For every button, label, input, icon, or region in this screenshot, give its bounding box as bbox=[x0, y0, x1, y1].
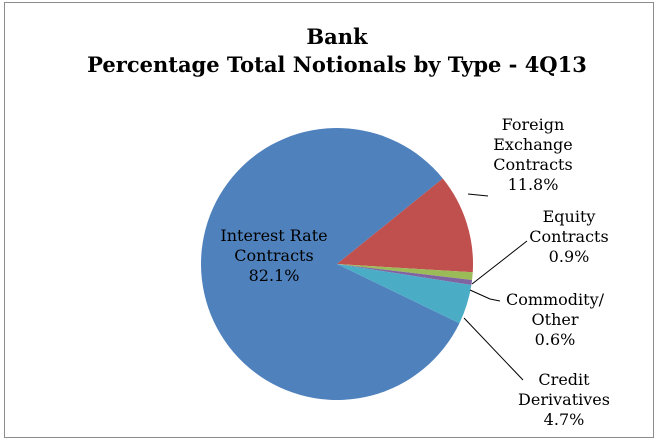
pie-slices bbox=[200, 127, 474, 400]
slice-label-3: Commodity/Other 0.6% bbox=[506, 290, 605, 349]
slice-label-4: Credit Derivatives 4.7% bbox=[518, 370, 610, 429]
pie-slice-2 bbox=[337, 264, 473, 280]
slice-label-line-4: Derivatives bbox=[518, 390, 610, 409]
slice-label-line-4: Credit bbox=[538, 370, 590, 389]
pie-slice-3 bbox=[337, 264, 473, 286]
slice-label-line-2: Contracts bbox=[529, 227, 608, 246]
leader-lines bbox=[463, 193, 528, 381]
chart-subtitle: Percentage Total Notionals by Type - 4Q1… bbox=[87, 52, 587, 77]
slice-label-0: Interest Rate Contracts 82.1% bbox=[220, 226, 327, 285]
slice-percent-3: 0.6% bbox=[535, 330, 576, 349]
leader-line-4 bbox=[463, 317, 524, 381]
slice-percent-4: 4.7% bbox=[544, 410, 585, 429]
slice-label-line-1: Contracts bbox=[493, 155, 572, 174]
slice-label-line-1: Foreign bbox=[502, 115, 565, 134]
leader-line-3 bbox=[469, 289, 501, 302]
slice-label-2: Equity Contracts 0.9% bbox=[529, 207, 608, 266]
slice-label-line-0: Contracts bbox=[234, 246, 313, 265]
slice-percent-1: 11.8% bbox=[508, 175, 559, 194]
pie-slice-0 bbox=[200, 127, 460, 400]
slice-label-line-3: Commodity/ bbox=[506, 290, 605, 309]
slice-label-1: Foreign Exchange Contracts 11.8% bbox=[493, 115, 573, 194]
slice-label-line-0: Interest Rate bbox=[220, 226, 327, 245]
leader-line-2 bbox=[471, 240, 528, 285]
slice-labels: Interest Rate Contracts 82.1%Foreign Exchan… bbox=[220, 115, 610, 429]
pie-slice-4 bbox=[337, 264, 472, 324]
slice-percent-2: 0.9% bbox=[549, 247, 590, 266]
slice-percent-0: 82.1% bbox=[249, 266, 300, 285]
slice-label-line-3: Other bbox=[532, 310, 579, 329]
pie-slice-1 bbox=[337, 178, 474, 273]
slice-label-line-1: Exchange bbox=[493, 135, 573, 154]
slice-label-line-2: Equity bbox=[543, 207, 596, 226]
chart-title: Bank bbox=[306, 24, 368, 49]
leader-line-1 bbox=[467, 193, 489, 197]
